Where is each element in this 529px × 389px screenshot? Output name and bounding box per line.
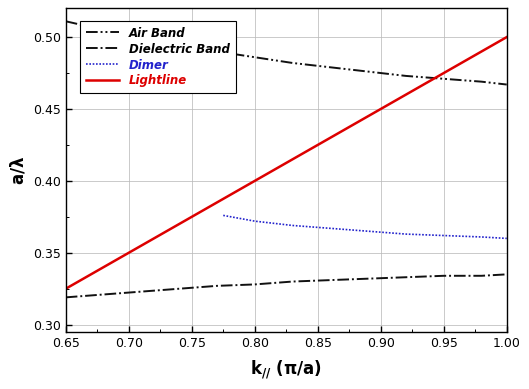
- Dielectric Band: [504, 272, 510, 277]
- Dielectric Band: [252, 282, 258, 287]
- Air Band: [101, 28, 107, 32]
- Dimer: [252, 219, 258, 224]
- Air Band: [403, 74, 409, 78]
- Dimer: [327, 226, 333, 231]
- Dimer: [441, 233, 447, 238]
- Air Band: [214, 49, 220, 54]
- Air Band: [504, 82, 510, 87]
- Line: Dielectric Band: Dielectric Band: [66, 274, 507, 297]
- Air Band: [478, 79, 485, 84]
- Dimer: [403, 232, 409, 237]
- Dimer: [289, 223, 296, 228]
- Dielectric Band: [365, 276, 371, 281]
- Dielectric Band: [478, 273, 485, 278]
- Dielectric Band: [289, 279, 296, 284]
- Air Band: [441, 77, 447, 81]
- Dielectric Band: [214, 284, 220, 288]
- Dimer: [504, 236, 510, 241]
- Air Band: [252, 55, 258, 60]
- Dimer: [478, 235, 485, 239]
- X-axis label: $\mathbf{k_{//}\ (\pi/a)}$: $\mathbf{k_{//}\ (\pi/a)}$: [250, 358, 322, 381]
- Line: Air Band: Air Band: [66, 21, 507, 84]
- Dimer: [220, 213, 226, 218]
- Dielectric Band: [403, 275, 409, 280]
- Air Band: [289, 61, 296, 65]
- Dielectric Band: [441, 273, 447, 278]
- Dielectric Band: [327, 278, 333, 282]
- Air Band: [365, 69, 371, 74]
- Legend: Air Band, Dielectric Band, Dimer, Lightline: Air Band, Dielectric Band, Dimer, Lightl…: [80, 21, 235, 93]
- Line: Dimer: Dimer: [223, 216, 507, 238]
- Dimer: [365, 229, 371, 233]
- Y-axis label: $\mathbf{a/\lambda}$: $\mathbf{a/\lambda}$: [8, 156, 28, 185]
- Dielectric Band: [62, 295, 69, 300]
- Dielectric Band: [101, 292, 107, 297]
- Dielectric Band: [138, 289, 144, 294]
- Air Band: [62, 19, 69, 24]
- Air Band: [138, 35, 144, 39]
- Air Band: [327, 65, 333, 70]
- Air Band: [176, 42, 183, 47]
- Dielectric Band: [176, 286, 183, 291]
